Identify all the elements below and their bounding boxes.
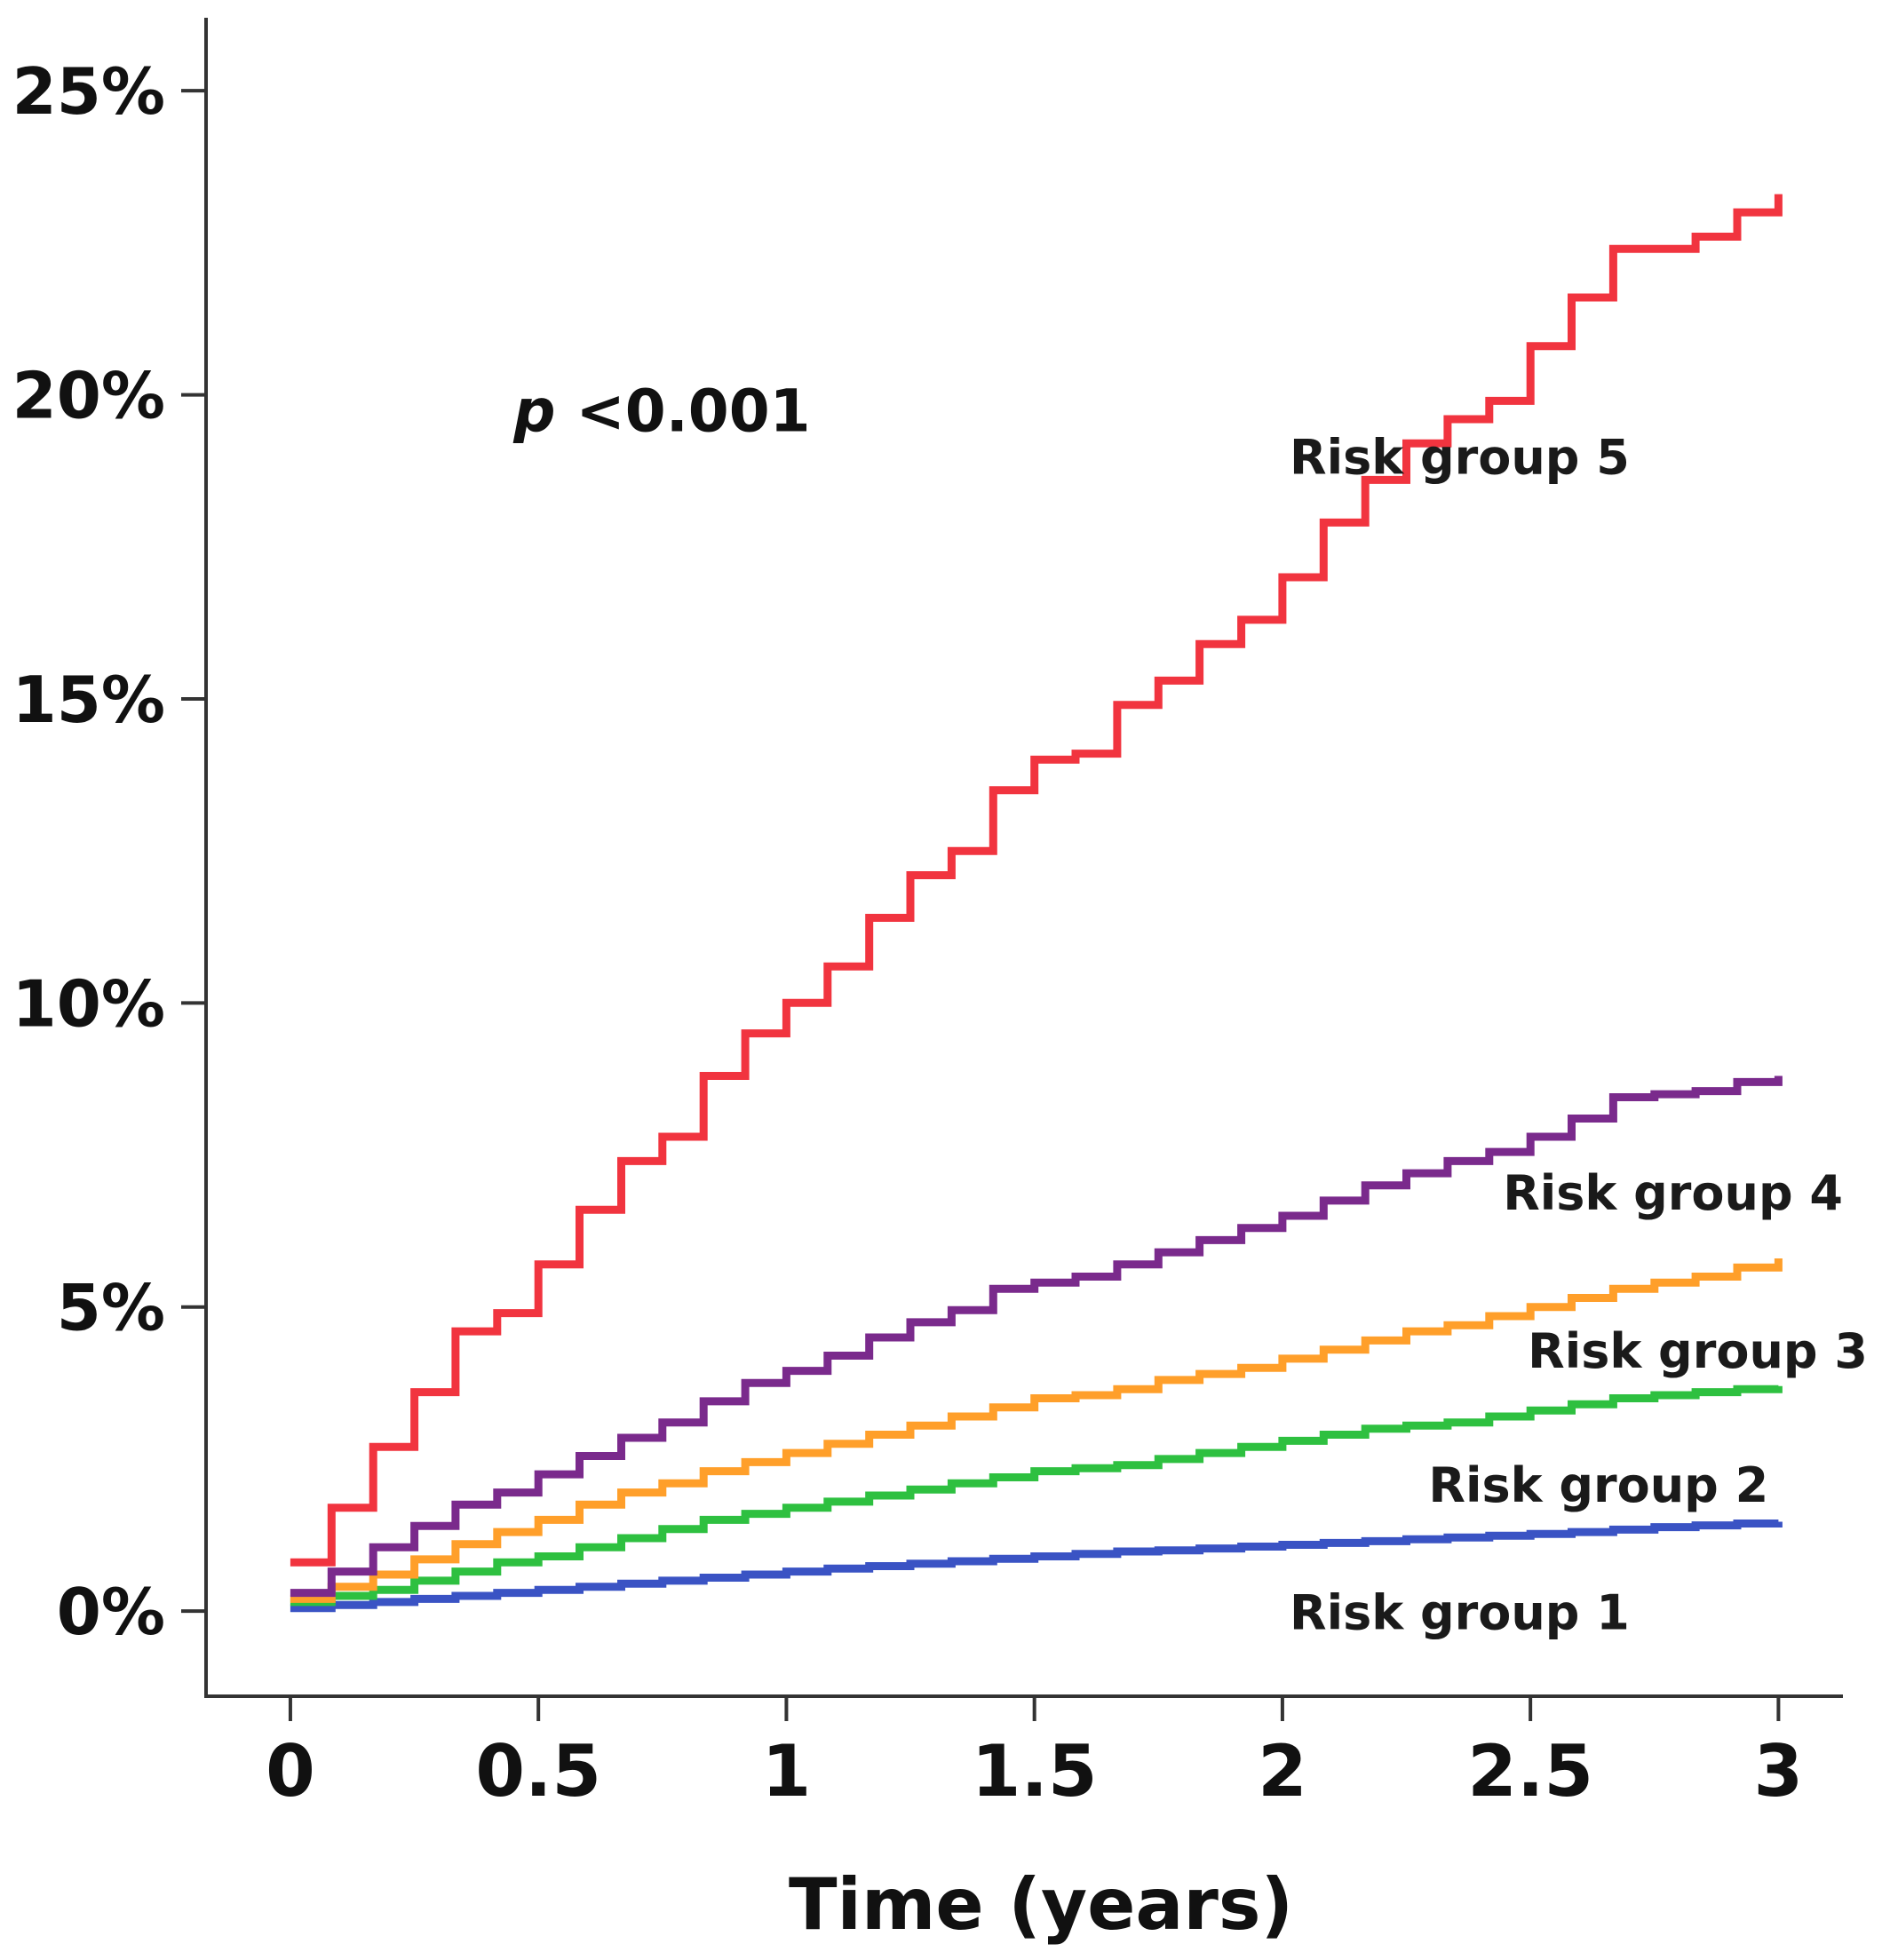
ticks-layer: 0% 5% 10% 15% 20% 25% 0 0.5 1 1.5 2 2.5 3 [12,54,1804,1813]
p-value-italic: p [512,377,555,446]
series-line-risk-group-2 [290,1385,1783,1607]
y-tick-label: 20% [12,359,165,433]
series-label-risk-group-1: Risk group 1 [1290,1585,1630,1641]
x-tick-label: 1.5 [972,1730,1098,1813]
y-tick-label: 15% [12,663,165,737]
y-tick-label: 10% [12,966,165,1041]
x-tick-label: 0 [266,1730,315,1813]
y-tick-label: 5% [57,1271,165,1345]
series-label-risk-group-5: Risk group 5 [1290,430,1630,486]
x-tick-label: 2.5 [1467,1730,1593,1813]
x-tick-label: 2 [1258,1730,1307,1813]
x-tick-label: 3 [1754,1730,1804,1813]
x-tick-label: 1 [762,1730,812,1813]
y-tick-label: 0% [57,1575,165,1649]
series-line-risk-group-1 [290,1520,1783,1613]
series-label-risk-group-4: Risk group 4 [1503,1165,1843,1221]
p-value-text: <0.001 [556,377,811,446]
series-line-risk-group-3 [290,1258,1783,1603]
x-tick-label: 0.5 [475,1730,601,1813]
series-line-risk-group-4 [290,1075,1783,1598]
p-value-annotation: p <0.001 [512,377,810,446]
series-line-risk-group-5 [290,194,1783,1567]
series-label-risk-group-3: Risk group 3 [1528,1323,1868,1379]
series-label-risk-group-2: Risk group 2 [1428,1457,1768,1513]
x-axis-title: Time (years) [789,1863,1293,1946]
y-tick-label: 25% [12,54,165,129]
series-layer [290,194,1783,1613]
labels-layer: Risk group 1 Risk group 2 Risk group 3 Risk… [1290,430,1868,1641]
axes-layer [204,18,1843,1698]
